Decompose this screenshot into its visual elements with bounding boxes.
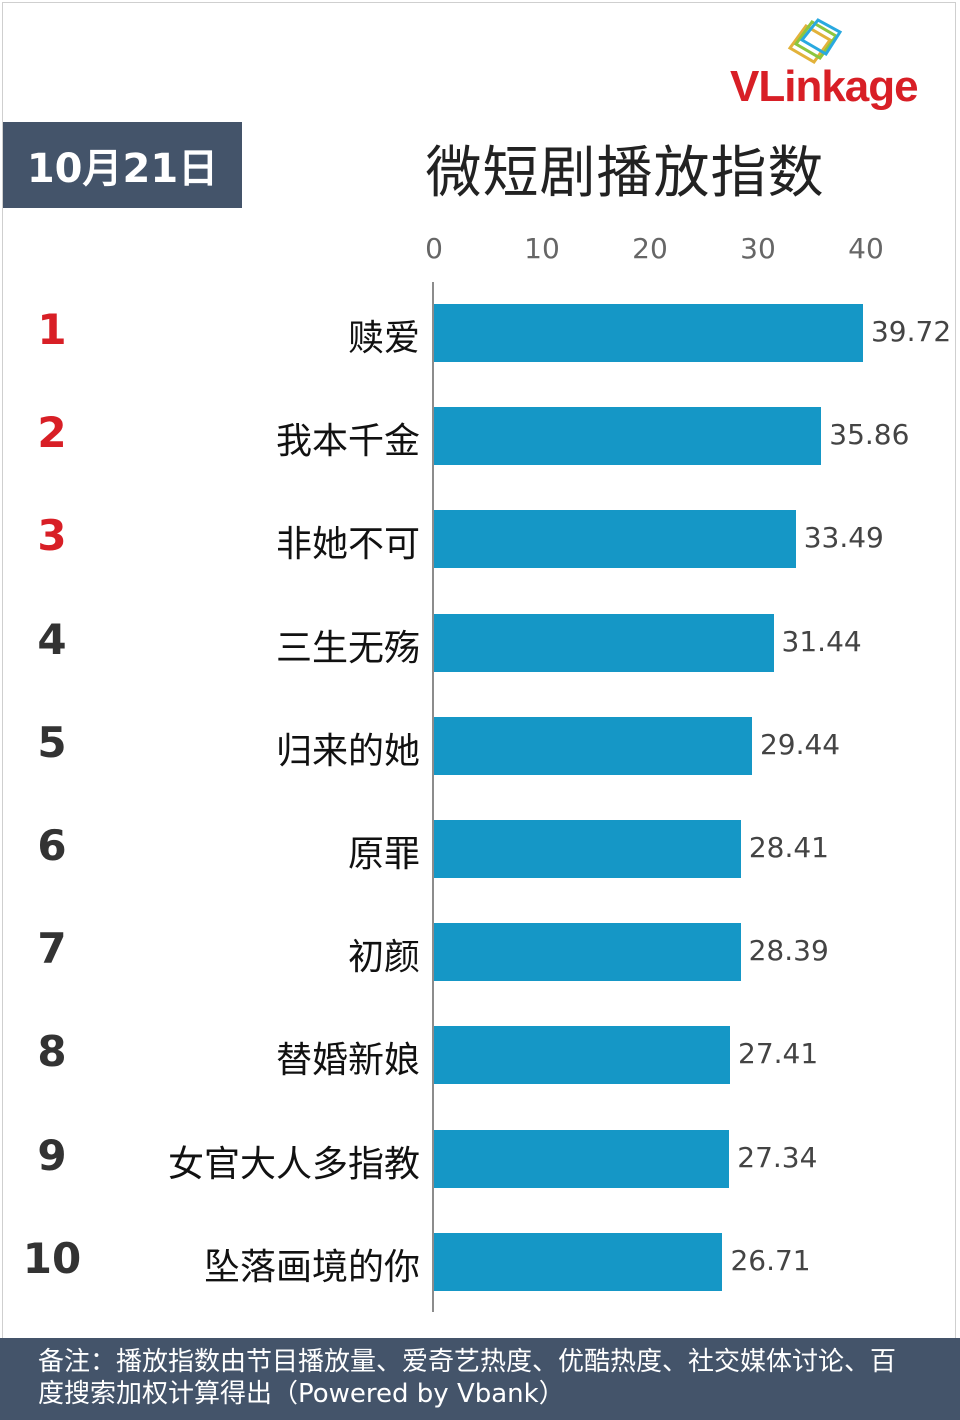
- bar: [434, 407, 822, 466]
- rank-number: 7: [37, 924, 67, 974]
- x-tick-label: 40: [848, 232, 884, 265]
- x-tick-label: 20: [632, 232, 668, 265]
- rank-number: 5: [37, 717, 67, 767]
- bar: [434, 820, 741, 878]
- category-label: 我本千金: [275, 421, 420, 463]
- chart-title: 微短剧播放指数: [425, 141, 825, 206]
- value-label: 39.72: [870, 315, 952, 348]
- value-label: 33.49: [803, 521, 884, 555]
- value-label: 27.34: [737, 1140, 818, 1174]
- category-label: 替婚新娘: [275, 1040, 420, 1082]
- rank-number: 8: [37, 1027, 67, 1077]
- bar: [434, 1232, 723, 1291]
- bar: [434, 613, 774, 672]
- bar: [434, 304, 863, 362]
- bar: [434, 1129, 730, 1188]
- bar: [434, 510, 796, 569]
- category-label: 三生无殇: [275, 627, 420, 669]
- rank-number: 3: [37, 511, 67, 561]
- value-label: 28.41: [748, 831, 829, 864]
- rank-number: 6: [37, 821, 67, 870]
- category-label: 非她不可: [275, 524, 420, 566]
- y-axis-line: [432, 282, 434, 1312]
- category-label: 归来的她: [275, 730, 420, 772]
- category-label: 赎爱: [347, 318, 420, 359]
- x-tick-label: 0: [425, 232, 443, 265]
- x-tick-label: 30: [740, 232, 776, 265]
- value-label: 35.86: [829, 418, 910, 452]
- value-label: 28.39: [748, 934, 829, 968]
- date-label: 10月21日: [3, 122, 242, 208]
- logo-cards-icon: [787, 18, 843, 64]
- rank-number: 1: [37, 305, 67, 354]
- category-label: 坠落画境的你: [203, 1246, 420, 1288]
- value-label: 29.44: [759, 727, 841, 761]
- rank-number: 10: [22, 1233, 82, 1283]
- bar: [434, 923, 741, 982]
- rank-number: 9: [37, 1130, 67, 1180]
- value-label: 26.71: [730, 1243, 811, 1277]
- value-label: 31.44: [781, 624, 862, 658]
- category-label: 女官大人多指教: [167, 1143, 420, 1185]
- rank-number: 4: [37, 614, 67, 664]
- logo-wordmark: VLinkage: [730, 62, 919, 112]
- x-tick-label: 10: [524, 232, 560, 265]
- bar: [434, 716, 752, 775]
- logo-part-2: age: [844, 62, 919, 111]
- logo-part-1: VLink: [730, 62, 846, 111]
- category-label: 初颜: [347, 937, 420, 979]
- bar: [434, 1026, 731, 1085]
- category-label: 原罪: [347, 834, 420, 875]
- vlinkage-logo: VLinkage: [730, 18, 955, 111]
- rank-number: 2: [37, 408, 67, 458]
- value-label: 27.41: [738, 1037, 819, 1071]
- footer-note: 备注：播放指数由节目播放量、爱奇艺热度、优酷热度、社交媒体讨论、百度搜索加权计算…: [0, 1338, 960, 1420]
